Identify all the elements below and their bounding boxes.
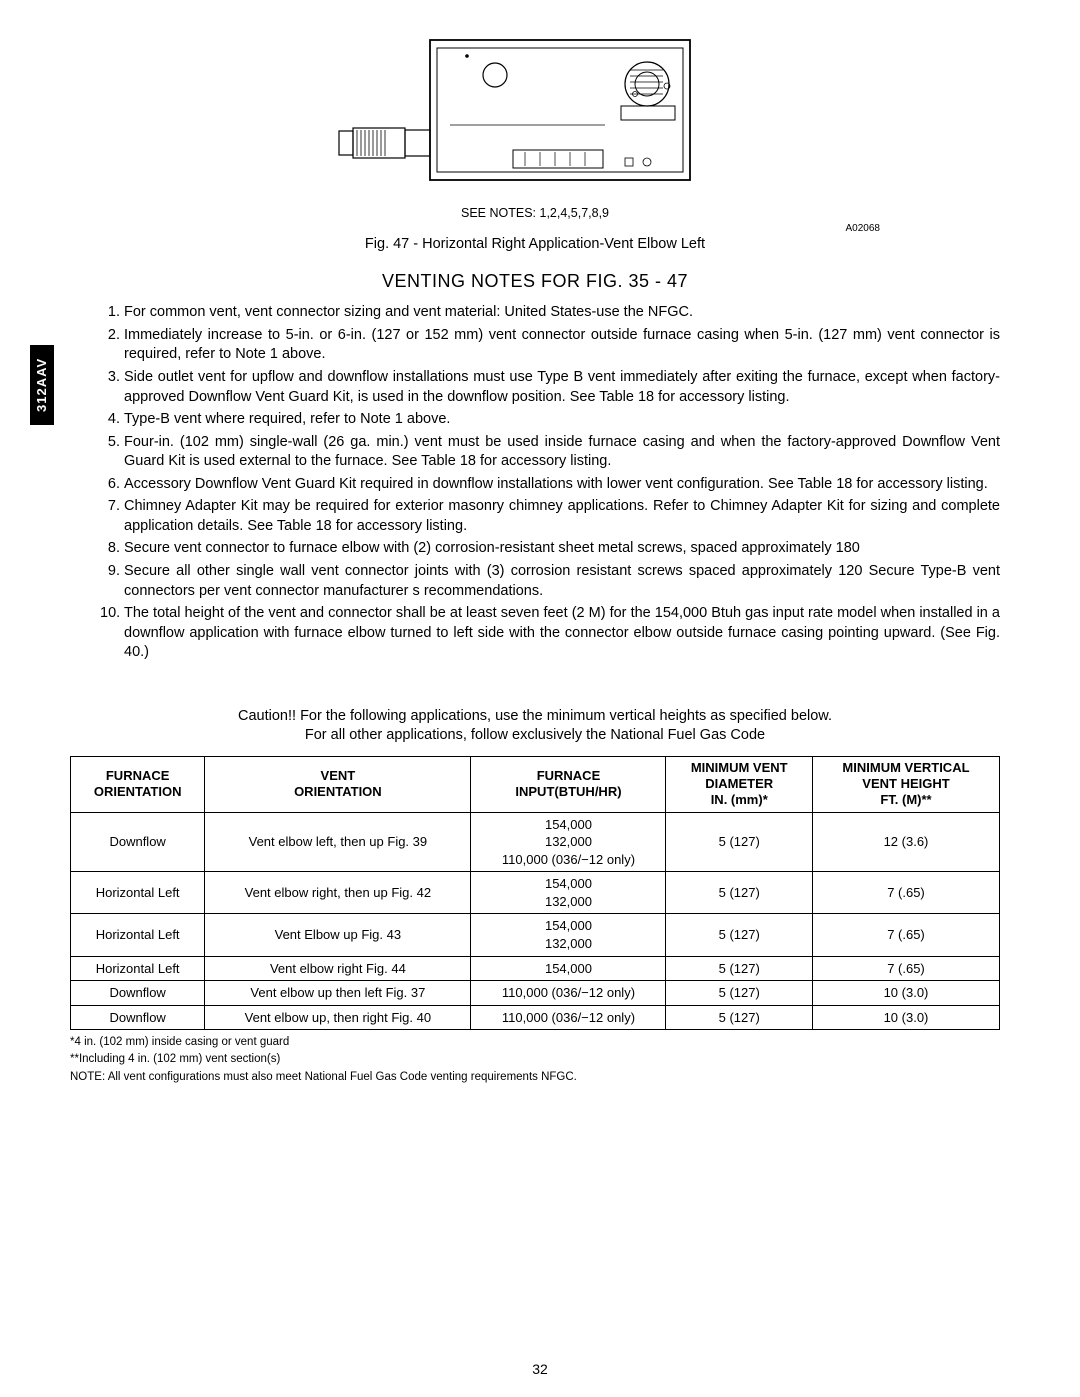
see-notes: SEE NOTES: 1,2,4,5,7,8,9: [70, 205, 1000, 222]
caution-line-1: Caution!! For the following applications…: [70, 707, 1000, 727]
table-cell: Vent Elbow up Fig. 43: [205, 914, 471, 956]
table-cell: 5 (127): [666, 812, 813, 872]
side-tab: 312AAV: [30, 345, 54, 425]
table-row: Horizontal LeftVent elbow right, then up…: [71, 872, 1000, 914]
footnote-3: NOTE: All vent configurations must also …: [70, 1069, 1000, 1086]
footnote-2: **Including 4 in. (102 mm) vent section(…: [70, 1051, 1000, 1068]
vent-table: FURNACEORIENTATION VENTORIENTATION FURNA…: [70, 756, 1000, 1030]
footnote-1: *4 in. (102 mm) inside casing or vent gu…: [70, 1034, 1000, 1051]
caution-line-2: For all other applications, follow exclu…: [70, 726, 1000, 746]
table-cell: 5 (127): [666, 956, 813, 981]
table-cell: Vent elbow up, then right Fig. 40: [205, 1005, 471, 1030]
doc-id: A02068: [846, 222, 880, 236]
table-row: Horizontal LeftVent Elbow up Fig. 43154,…: [71, 914, 1000, 956]
table-cell: Downflow: [71, 812, 205, 872]
venting-notes-list: 1.For common vent, vent connector sizing…: [70, 303, 1000, 663]
table-cell: 154,000132,000: [471, 914, 666, 956]
fig-caption: Fig. 47 - Horizontal Right Application-V…: [70, 235, 1000, 255]
caution-block: Caution!! For the following applications…: [70, 707, 1000, 746]
table-cell: 154,000132,000: [471, 872, 666, 914]
col-min-vent-diameter: MINIMUM VENTDIAMETERIN. (mm)*: [666, 756, 813, 812]
table-cell: 110,000 (036/−12 only): [471, 1005, 666, 1030]
table-cell: Vent elbow up then left Fig. 37: [205, 981, 471, 1006]
table-cell: 5 (127): [666, 1005, 813, 1030]
figure-47: SEE NOTES: 1,2,4,5,7,8,9 A02068 Fig. 47 …: [70, 30, 1000, 255]
table-cell: Horizontal Left: [71, 914, 205, 956]
table-cell: 110,000 (036/−12 only): [471, 981, 666, 1006]
note-item: 6.Accessory Downflow Vent Guard Kit requ…: [100, 475, 1000, 495]
table-body: DownflowVent elbow left, then up Fig. 39…: [71, 812, 1000, 1029]
col-min-vent-height: MINIMUM VERTICALVENT HEIGHTFT. (M)**: [812, 756, 999, 812]
table-cell: Horizontal Left: [71, 872, 205, 914]
table-cell: 5 (127): [666, 872, 813, 914]
table-cell: 5 (127): [666, 914, 813, 956]
section-title: VENTING NOTES FOR FIG. 35 - 47: [70, 269, 1000, 293]
table-cell: Downflow: [71, 981, 205, 1006]
table-cell: Vent elbow right Fig. 44: [205, 956, 471, 981]
col-furnace-orientation: FURNACEORIENTATION: [71, 756, 205, 812]
table-row: DownflowVent elbow up, then right Fig. 4…: [71, 1005, 1000, 1030]
note-item: 4.Type-B vent where required, refer to N…: [100, 410, 1000, 430]
table-cell: 7 (.65): [812, 872, 999, 914]
table-row: DownflowVent elbow up then left Fig. 371…: [71, 981, 1000, 1006]
furnace-diagram: [325, 30, 745, 197]
table-cell: Horizontal Left: [71, 956, 205, 981]
table-cell: 10 (3.0): [812, 1005, 999, 1030]
note-item: 5.Four-in. (102 mm) single-wall (26 ga. …: [100, 433, 1000, 472]
table-cell: 7 (.65): [812, 956, 999, 981]
col-vent-orientation: VENTORIENTATION: [205, 756, 471, 812]
col-furnace-input: FURNACEINPUT(BTUH/HR): [471, 756, 666, 812]
note-item: 1.For common vent, vent connector sizing…: [100, 303, 1000, 323]
table-cell: Vent elbow left, then up Fig. 39: [205, 812, 471, 872]
table-cell: 7 (.65): [812, 914, 999, 956]
table-row: Horizontal LeftVent elbow right Fig. 441…: [71, 956, 1000, 981]
note-item: 8.Secure vent connector to furnace elbow…: [100, 539, 1000, 559]
footnotes: *4 in. (102 mm) inside casing or vent gu…: [70, 1034, 1000, 1086]
note-item: 2.Immediately increase to 5-in. or 6-in.…: [100, 326, 1000, 365]
note-item: 3.Side outlet vent for upflow and downfl…: [100, 368, 1000, 407]
table-cell: 154,000: [471, 956, 666, 981]
note-item: 7.Chimney Adapter Kit may be required fo…: [100, 497, 1000, 536]
page-number: 32: [0, 1360, 1080, 1379]
table-cell: Downflow: [71, 1005, 205, 1030]
table-row: DownflowVent elbow left, then up Fig. 39…: [71, 812, 1000, 872]
note-item: 9.Secure all other single wall vent conn…: [100, 562, 1000, 601]
table-cell: 10 (3.0): [812, 981, 999, 1006]
table-cell: 12 (3.6): [812, 812, 999, 872]
table-cell: Vent elbow right, then up Fig. 42: [205, 872, 471, 914]
page-content: SEE NOTES: 1,2,4,5,7,8,9 A02068 Fig. 47 …: [0, 0, 1080, 1106]
table-cell: 154,000132,000110,000 (036/−12 only): [471, 812, 666, 872]
note-item: 10.The total height of the vent and conn…: [100, 604, 1000, 663]
table-cell: 5 (127): [666, 981, 813, 1006]
